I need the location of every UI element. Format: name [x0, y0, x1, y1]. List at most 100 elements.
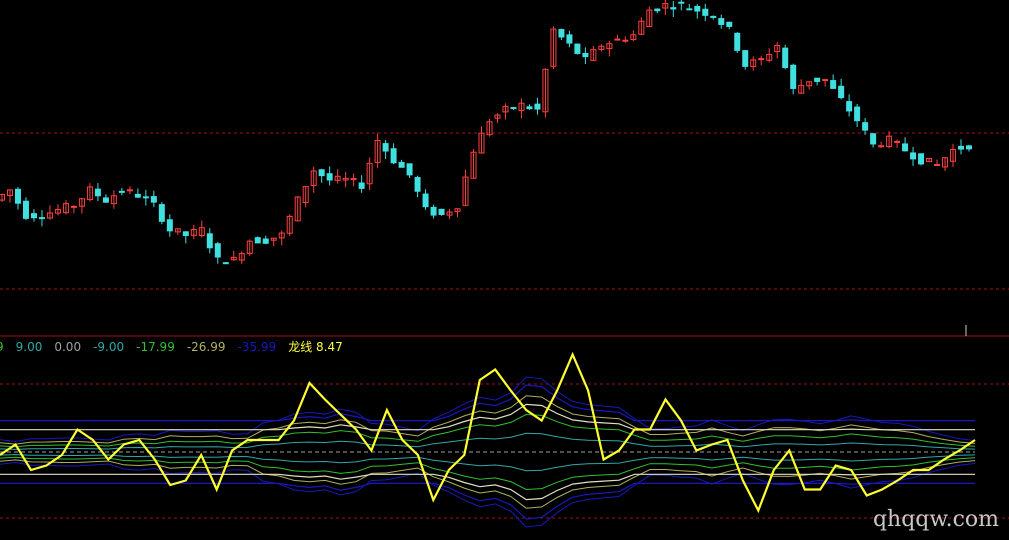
candle-body: [198, 227, 205, 236]
candle-body: [806, 81, 813, 87]
candle-body: [238, 253, 245, 261]
candle-body: [126, 189, 133, 192]
candle-body: [518, 102, 525, 111]
legend-item: -26.99: [186, 340, 226, 354]
candle-body: [94, 188, 101, 197]
candle-body: [694, 5, 701, 12]
candle-body: [62, 203, 69, 214]
candle-body: [206, 233, 213, 249]
candle-body: [542, 68, 549, 113]
candle-body: [598, 45, 605, 50]
candle-body: [358, 182, 365, 189]
candle-body: [742, 50, 749, 67]
candle-body: [686, 8, 693, 11]
candle-body: [822, 79, 829, 82]
candle-body: [958, 145, 965, 150]
candle-body: [718, 18, 725, 25]
candle-body: [766, 53, 773, 61]
candle-body: [30, 213, 37, 219]
indicator-legend: 9 9.00 0.00 -9.00 -17.99 -26.99 -35.99 龙线 8.47: [0, 338, 355, 355]
candle-body: [414, 177, 421, 192]
legend-item: 9.00: [15, 340, 43, 354]
candle-body: [878, 145, 885, 148]
candle-body: [142, 196, 149, 199]
candle-body: [190, 229, 197, 236]
candle-body: [670, 7, 677, 10]
candle-body: [342, 177, 349, 181]
candle-body: [182, 231, 189, 236]
candle-body: [246, 240, 253, 254]
candle-body: [942, 157, 949, 168]
candle-body: [830, 80, 837, 89]
candle-body: [902, 143, 909, 152]
candle-body: [334, 175, 341, 181]
candle-body: [846, 101, 853, 112]
candle-body: [814, 77, 821, 82]
legend-item: 9: [0, 340, 4, 354]
candle-body: [350, 178, 357, 181]
band-line: [0, 454, 976, 472]
candle-body: [702, 8, 709, 16]
candle-body: [222, 262, 229, 265]
candle-body: [758, 58, 765, 61]
candle-body: [926, 158, 933, 163]
candle-body: [558, 29, 565, 38]
candle-body: [38, 217, 45, 220]
candle-body: [6, 189, 13, 196]
candle-body: [862, 122, 869, 131]
candle-body: [790, 64, 797, 89]
band-line: [0, 456, 976, 491]
candle-body: [550, 28, 557, 67]
candle-body: [14, 188, 21, 204]
envelope-line: [0, 384, 975, 422]
envelope-line: [0, 482, 975, 520]
candle-body: [398, 161, 405, 168]
candle-body: [638, 20, 645, 35]
candle-body: [774, 45, 781, 53]
candle-body: [0, 194, 5, 201]
candle-body: [662, 3, 669, 9]
candle-body: [230, 256, 237, 261]
candle-body: [454, 208, 461, 212]
candle-body: [870, 133, 877, 145]
candle-body: [302, 186, 309, 204]
legend-item: -17.99: [136, 340, 175, 354]
candle-body: [110, 195, 117, 205]
candle-body: [750, 59, 757, 68]
candle-body: [966, 145, 973, 150]
dragon-line: [0, 351, 976, 514]
candle-body: [374, 139, 381, 163]
band-line: [0, 432, 976, 450]
candle-body: [430, 206, 437, 216]
candle-body: [102, 197, 109, 203]
candle-body: [798, 84, 805, 94]
legend-item: -9.00: [93, 340, 125, 354]
candle-body: [918, 153, 925, 165]
candle-body: [406, 163, 413, 176]
candle-body: [310, 170, 317, 186]
candle-body: [726, 21, 733, 27]
band-line: [0, 376, 976, 443]
candle-body: [734, 32, 741, 51]
candle-body: [582, 52, 589, 58]
candle-body: [950, 148, 957, 162]
candle-body: [54, 209, 61, 214]
candle-body: [22, 200, 29, 219]
candle-body: [782, 47, 789, 69]
candle-body: [294, 196, 301, 222]
candle-body: [86, 186, 93, 201]
candle-body: [510, 107, 517, 110]
candle-body: [366, 162, 373, 185]
candle-body: [78, 198, 85, 207]
candle-body: [166, 219, 173, 232]
candle-body: [446, 211, 453, 216]
candle-body: [286, 215, 293, 234]
candle-body: [710, 15, 717, 18]
candle-body: [630, 34, 637, 41]
candle-body: [270, 237, 277, 241]
candle-body: [462, 176, 469, 206]
candle-body: [838, 85, 845, 99]
candle-body: [934, 163, 941, 166]
candle-body: [910, 152, 917, 160]
candle-body: [118, 190, 125, 193]
